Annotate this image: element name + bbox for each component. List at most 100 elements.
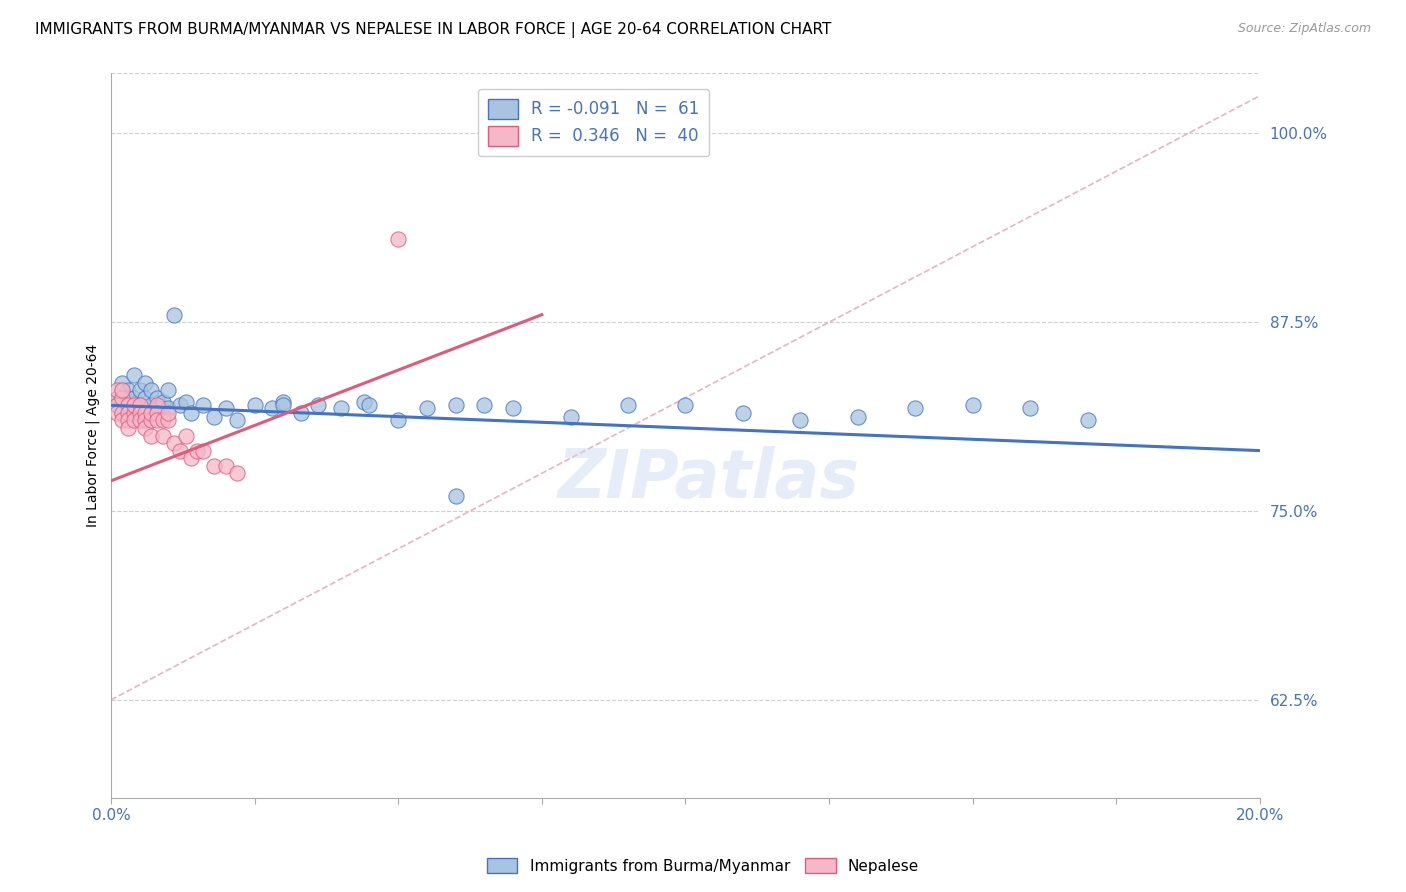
Point <box>169 398 191 412</box>
Point <box>191 398 214 412</box>
Point <box>152 395 174 409</box>
Point <box>215 458 238 473</box>
Y-axis label: In Labor Force | Age 20-64: In Labor Force | Age 20-64 <box>86 344 100 527</box>
Point <box>105 398 128 412</box>
Text: ZIPatlas: ZIPatlas <box>557 446 859 512</box>
Point <box>904 401 927 416</box>
Point <box>117 421 139 435</box>
Point <box>444 489 467 503</box>
Point <box>111 383 134 397</box>
Point <box>111 406 134 420</box>
Point <box>128 406 150 420</box>
Point <box>128 383 150 397</box>
Point <box>146 406 169 420</box>
Point <box>731 406 754 420</box>
Point <box>117 391 139 405</box>
Point <box>117 398 139 412</box>
Point <box>139 406 162 420</box>
Point <box>329 401 352 416</box>
Text: Source: ZipAtlas.com: Source: ZipAtlas.com <box>1237 22 1371 36</box>
Point <box>202 410 225 425</box>
Point <box>163 436 186 450</box>
Point <box>111 376 134 390</box>
Point <box>117 406 139 420</box>
Point <box>180 451 202 466</box>
Point <box>105 406 128 420</box>
Point <box>146 413 169 427</box>
Point <box>290 406 312 420</box>
Text: IMMIGRANTS FROM BURMA/MYANMAR VS NEPALESE IN LABOR FORCE | AGE 20-64 CORRELATION: IMMIGRANTS FROM BURMA/MYANMAR VS NEPALES… <box>35 22 831 38</box>
Point <box>560 410 582 425</box>
Point <box>122 406 145 420</box>
Point <box>122 413 145 427</box>
Legend: R = -0.091   N =  61, R =  0.346   N =  40: R = -0.091 N = 61, R = 0.346 N = 40 <box>478 88 709 156</box>
Point <box>202 458 225 473</box>
Point <box>122 368 145 383</box>
Point <box>105 383 128 397</box>
Point <box>139 383 162 397</box>
Point <box>152 410 174 425</box>
Point <box>180 406 202 420</box>
Point <box>134 376 156 390</box>
Point <box>139 428 162 442</box>
Point <box>789 413 811 427</box>
Point <box>134 406 156 420</box>
Point <box>146 398 169 412</box>
Point <box>111 383 134 397</box>
Point <box>962 398 984 412</box>
Point <box>157 413 180 427</box>
Point <box>111 413 134 427</box>
Point <box>1019 401 1042 416</box>
Point <box>122 406 145 420</box>
Point <box>105 398 128 412</box>
Point <box>105 391 128 405</box>
Point <box>169 443 191 458</box>
Point <box>271 398 294 412</box>
Point <box>675 398 697 412</box>
Point <box>243 398 266 412</box>
Point <box>444 398 467 412</box>
Point <box>152 428 174 442</box>
Point <box>134 413 156 427</box>
Point <box>117 406 139 420</box>
Point <box>502 401 524 416</box>
Point <box>846 410 869 425</box>
Point <box>117 413 139 427</box>
Point <box>271 395 294 409</box>
Point <box>260 401 283 416</box>
Point <box>152 413 174 427</box>
Point <box>174 428 197 442</box>
Point <box>191 443 214 458</box>
Point <box>157 383 180 397</box>
Point <box>139 413 162 427</box>
Point <box>128 406 150 420</box>
Point <box>122 398 145 412</box>
Point <box>117 398 139 412</box>
Point <box>226 413 249 427</box>
Point <box>122 391 145 405</box>
Point <box>134 413 156 427</box>
Point <box>474 398 496 412</box>
Point <box>122 398 145 412</box>
Point <box>111 406 134 420</box>
Point <box>146 391 169 405</box>
Point <box>215 401 238 416</box>
Point <box>1077 413 1099 427</box>
Point <box>617 398 640 412</box>
Point <box>128 398 150 412</box>
Point <box>359 398 381 412</box>
Point <box>157 406 180 420</box>
Point <box>226 467 249 481</box>
Point <box>134 421 156 435</box>
Point <box>117 383 139 397</box>
Point <box>416 401 439 416</box>
Point <box>387 413 409 427</box>
Point <box>307 398 329 412</box>
Point <box>353 395 375 409</box>
Point <box>157 401 180 416</box>
Point <box>139 398 162 412</box>
Point <box>134 391 156 405</box>
Point <box>128 413 150 427</box>
Point <box>174 395 197 409</box>
Point <box>163 308 186 322</box>
